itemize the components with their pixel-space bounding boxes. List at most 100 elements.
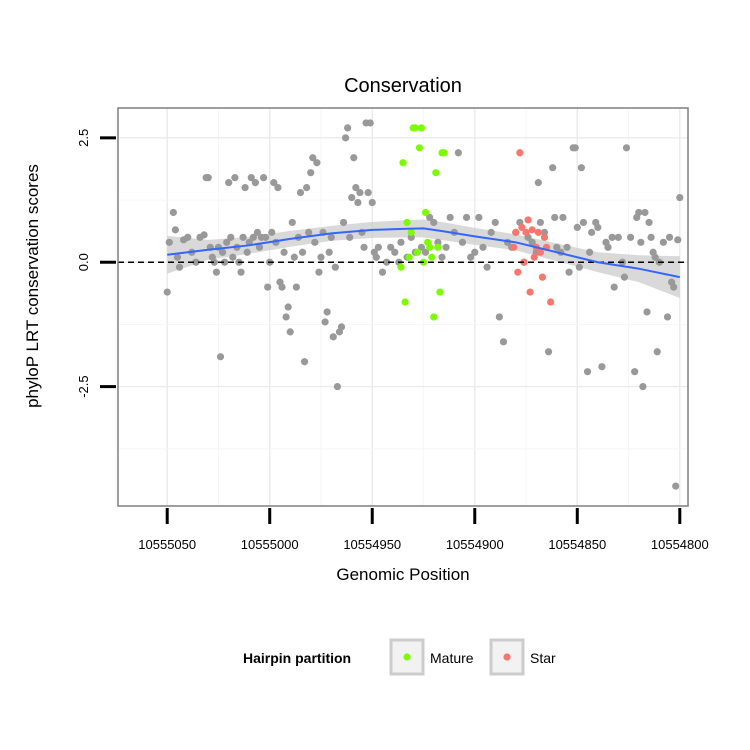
- data-point-other: [588, 228, 596, 236]
- data-point-other: [337, 323, 346, 331]
- data-point-other: [298, 248, 307, 256]
- data-point-other: [218, 248, 227, 256]
- data-point-other: [313, 159, 321, 167]
- data-point-mature: [430, 313, 438, 321]
- data-point-other: [495, 313, 503, 321]
- data-point-other: [231, 174, 239, 182]
- data-point-other: [536, 218, 544, 227]
- data-point-other: [487, 228, 495, 236]
- data-point-other: [372, 253, 380, 261]
- data-point-other: [264, 283, 272, 291]
- data-point-other: [173, 253, 182, 261]
- data-point-other: [626, 233, 635, 241]
- legend: Hairpin partition Mature Star: [243, 638, 556, 676]
- data-point-other: [282, 313, 290, 321]
- data-point-star: [516, 149, 524, 157]
- data-point-star: [522, 228, 530, 236]
- data-point-other: [284, 303, 292, 311]
- data-point-other: [171, 226, 180, 234]
- data-point-mature: [434, 243, 442, 251]
- data-point-mature: [399, 159, 407, 167]
- data-point-other: [241, 184, 249, 192]
- data-point-star: [514, 268, 522, 276]
- data-point-other: [307, 169, 315, 177]
- data-point-other: [333, 383, 341, 391]
- data-point-other: [565, 268, 573, 276]
- data-point-other: [604, 243, 612, 251]
- data-point-other: [622, 144, 631, 152]
- data-point-star: [512, 228, 520, 236]
- data-point-other: [210, 258, 218, 266]
- data-point-other: [639, 383, 647, 391]
- data-point-other: [540, 228, 549, 236]
- data-point-mature: [436, 288, 444, 296]
- data-point-other: [446, 213, 454, 222]
- data-point-other: [247, 174, 255, 182]
- data-point-other: [528, 238, 536, 246]
- data-point-mature: [428, 253, 436, 261]
- x-tick-label: 10555050: [138, 537, 196, 552]
- data-point-other: [223, 238, 231, 246]
- data-point-other: [651, 253, 659, 261]
- data-point-other: [426, 213, 434, 222]
- data-point-other: [303, 184, 311, 192]
- data-point-mature: [417, 124, 426, 132]
- data-point-other: [329, 333, 337, 341]
- smooth-trend-line: [167, 227, 681, 279]
- data-point-other: [288, 218, 296, 227]
- data-point-other: [368, 198, 376, 207]
- data-point-other: [659, 238, 667, 246]
- data-point-other: [645, 218, 653, 227]
- data-point-other: [534, 179, 542, 187]
- data-point-other: [620, 273, 629, 281]
- data-point-other: [344, 124, 352, 132]
- y-axis-label: phyloP LRT conservation scores: [23, 164, 42, 408]
- data-point-other: [571, 144, 579, 152]
- data-point-other: [407, 233, 415, 241]
- data-point-other: [270, 179, 278, 187]
- data-point-other: [610, 283, 618, 291]
- data-point-other: [643, 308, 651, 316]
- legend-swatch-star: [503, 653, 511, 661]
- data-point-other: [499, 338, 508, 346]
- data-point-other: [268, 228, 276, 236]
- data-point-other: [458, 238, 467, 246]
- data-point-other: [225, 179, 233, 187]
- data-point-other: [635, 208, 643, 217]
- legend-key-mature: [389, 638, 425, 676]
- data-point-other: [341, 134, 350, 142]
- data-point-other: [216, 353, 225, 361]
- data-point-other: [352, 184, 360, 192]
- data-point-other: [471, 248, 479, 256]
- data-point-mature: [407, 228, 415, 236]
- data-point-other: [378, 268, 387, 276]
- data-point-mature: [397, 263, 405, 271]
- data-point-other: [387, 243, 395, 251]
- plot-panel: 10555050 10555000 10554950 10554900 10554850…: [76, 107, 709, 552]
- data-point-other: [360, 243, 368, 251]
- data-point-other: [364, 188, 372, 197]
- data-point-other: [417, 243, 426, 251]
- data-point-other: [421, 248, 430, 256]
- data-point-other: [382, 258, 391, 266]
- data-point-other: [229, 253, 237, 261]
- data-point-mature: [426, 243, 434, 251]
- legend-title: Hairpin partition: [243, 650, 351, 666]
- data-point-other: [255, 243, 264, 251]
- data-point-mature: [432, 169, 440, 177]
- data-point-other: [442, 243, 450, 251]
- data-point-mature: [401, 298, 409, 306]
- y-tick-label: 0.0: [76, 253, 91, 271]
- panel-border: [117, 107, 689, 507]
- data-point-other: [434, 238, 442, 246]
- data-point-other: [305, 228, 313, 236]
- x-tick-label: 10554850: [548, 537, 606, 552]
- data-point-other: [573, 223, 581, 231]
- data-point-other: [286, 328, 294, 336]
- data-point-other: [583, 368, 592, 376]
- data-point-other: [300, 358, 309, 366]
- data-point-other: [212, 268, 221, 276]
- data-point-other: [653, 348, 661, 356]
- data-point-other: [598, 363, 606, 371]
